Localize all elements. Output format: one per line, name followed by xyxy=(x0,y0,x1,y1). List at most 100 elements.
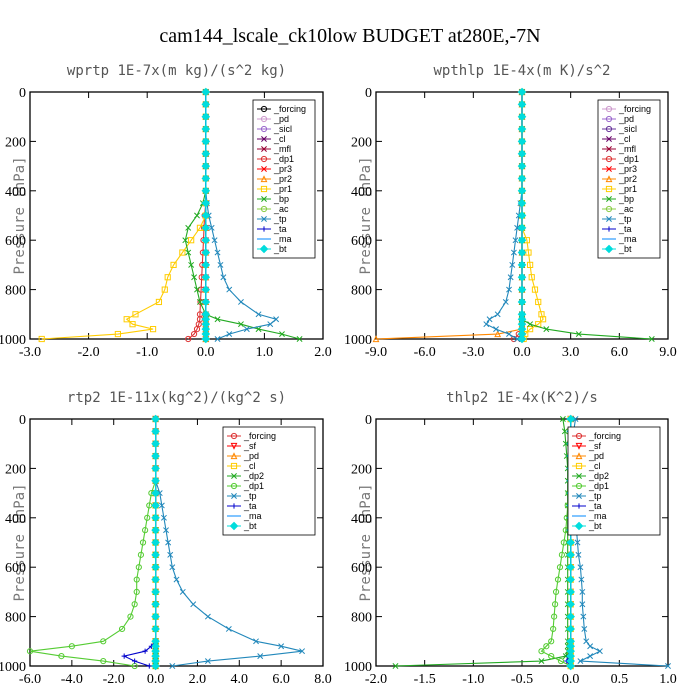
y-tick-label: 200 xyxy=(5,462,26,477)
y-tick-label: 200 xyxy=(351,135,372,150)
data-point xyxy=(494,311,501,318)
legend-swatch-marker xyxy=(606,146,612,152)
legend-swatch-marker xyxy=(575,482,583,490)
data-point xyxy=(201,248,211,257)
legend-entry: _sf xyxy=(588,441,602,451)
data-point xyxy=(566,612,575,621)
y-tick-label: 600 xyxy=(351,234,372,249)
legend-entry: _dp1 xyxy=(273,154,294,164)
data-point xyxy=(133,576,140,583)
series-line xyxy=(375,92,523,340)
plot-frame xyxy=(29,418,324,667)
data-point xyxy=(131,601,138,608)
data-point xyxy=(201,186,211,196)
legend-entry: _bt xyxy=(618,244,632,254)
data-point xyxy=(517,124,527,134)
data-point xyxy=(201,87,211,97)
legend-swatch-marker xyxy=(605,205,613,213)
data-point xyxy=(211,237,218,244)
legend-swatch-marker xyxy=(260,205,268,213)
data-point xyxy=(188,237,195,244)
y-tick-label: 600 xyxy=(5,561,26,576)
data-point xyxy=(527,326,534,333)
data-point xyxy=(225,625,232,632)
data-point xyxy=(517,87,527,97)
data-point xyxy=(151,414,160,424)
legend-swatch-marker xyxy=(605,105,613,113)
legend-swatch-marker xyxy=(606,226,612,232)
data-point xyxy=(517,272,527,282)
legend-entry: _dp1 xyxy=(618,154,639,164)
data-point xyxy=(517,235,527,245)
legend-entry: _pr1 xyxy=(618,184,637,194)
data-point xyxy=(572,416,579,422)
data-point xyxy=(129,321,136,328)
data-point xyxy=(151,476,160,486)
x-tick-label: 1.0 xyxy=(256,345,274,360)
data-point xyxy=(528,274,535,281)
legend-swatch-marker xyxy=(229,521,239,531)
legend-box xyxy=(567,426,661,536)
data-point xyxy=(161,286,168,293)
data-point xyxy=(566,550,575,560)
data-point xyxy=(517,211,527,220)
legend-entry: _pd xyxy=(588,451,604,461)
data-point xyxy=(538,658,545,665)
data-point xyxy=(204,613,211,620)
legend-entry: _cl xyxy=(243,461,256,471)
data-point xyxy=(151,427,160,436)
data-point xyxy=(550,625,557,633)
data-point xyxy=(151,439,160,449)
data-point xyxy=(566,562,575,572)
x-tick-label: 0.0 xyxy=(197,345,215,360)
data-point xyxy=(151,587,160,597)
legend-entry: _dp2 xyxy=(588,471,609,481)
data-point xyxy=(583,638,590,645)
data-point xyxy=(494,330,502,338)
legend-entry: _pd xyxy=(273,114,289,124)
data-point xyxy=(299,648,306,655)
data-point xyxy=(214,336,221,342)
data-point xyxy=(201,285,211,294)
series-bt xyxy=(151,414,160,671)
data-point xyxy=(517,186,527,196)
panels: wprtp 1E-7x(m kg)/(s^2 kg) Pressure [hPa]… xyxy=(0,63,677,687)
legend-entry: _pd xyxy=(618,114,634,124)
data-point xyxy=(201,137,211,146)
data-point xyxy=(517,100,527,109)
legend-entry: _bt xyxy=(273,244,287,254)
panel-title: thlp2 1E-4x(K^2)/s xyxy=(446,390,598,406)
data-point xyxy=(665,663,671,669)
y-tick-label: 800 xyxy=(5,284,26,299)
data-point xyxy=(273,316,280,323)
data-point xyxy=(551,601,559,608)
legend-entry: _sicl xyxy=(273,124,292,134)
legend-entry: _ta xyxy=(618,224,632,234)
y-tick-label: 0 xyxy=(19,413,26,428)
legend-swatch-marker xyxy=(575,462,583,470)
legend-swatch-marker xyxy=(261,136,267,142)
legend-entry: _forcing xyxy=(618,104,651,114)
legend-swatch-marker xyxy=(605,125,613,133)
data-point xyxy=(517,112,527,122)
data-point xyxy=(392,663,399,669)
data-point xyxy=(151,550,160,560)
x-tick-label: 0.0 xyxy=(562,672,580,687)
data-point xyxy=(575,331,582,338)
data-point xyxy=(132,658,138,664)
data-point xyxy=(596,648,603,655)
legend-swatch-marker xyxy=(230,432,238,440)
data-point xyxy=(557,657,565,665)
data-point xyxy=(514,336,521,342)
data-point xyxy=(201,100,211,109)
data-point xyxy=(531,286,539,293)
legend-entry: _bt xyxy=(243,521,257,531)
data-point xyxy=(185,224,192,231)
legend-swatch-marker xyxy=(230,452,238,460)
legend-entry: _cl xyxy=(618,134,631,144)
data-point xyxy=(214,316,221,323)
data-point xyxy=(151,525,160,535)
legend: _forcing_sf_pd_cl_dp2_dp1_tp_ta_ma_bt xyxy=(567,426,661,536)
data-point xyxy=(535,298,542,306)
data-point xyxy=(226,331,233,338)
